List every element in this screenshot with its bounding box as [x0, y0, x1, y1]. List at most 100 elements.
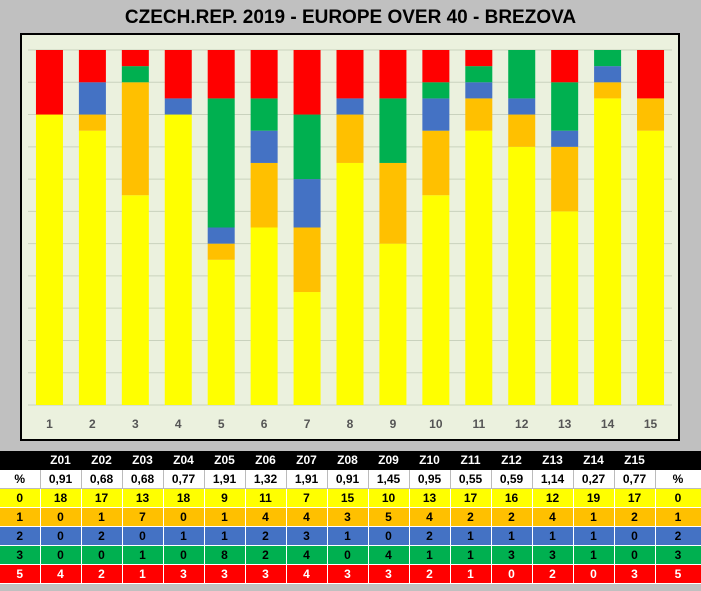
table-cell: 1	[573, 507, 615, 527]
bar-segment-level-5-col-7	[293, 50, 321, 115]
bar-segment-level-3-col-5	[207, 98, 235, 228]
table-header-cell: Z07	[286, 451, 328, 470]
table-cell: 1	[450, 545, 492, 565]
bar-segment-level-0-col-14	[594, 98, 622, 405]
bar-segment-level-1-col-14	[594, 82, 622, 99]
table-cell: 0,91	[40, 469, 82, 489]
table-cell: 3	[532, 545, 574, 565]
table-cell: 1	[204, 526, 246, 546]
table-cell: 2	[450, 507, 492, 527]
bar-segment-level-5-col-9	[379, 50, 407, 99]
x-tick-label: 11	[472, 417, 485, 431]
table-cell: 3	[286, 526, 328, 546]
table-cell: 0	[655, 488, 701, 508]
table-cell: 18	[163, 488, 205, 508]
x-tick-label: 8	[347, 417, 354, 431]
table-cell: 5	[0, 564, 41, 584]
table-cell: %	[655, 469, 701, 489]
table-cell: 0,77	[163, 469, 205, 489]
table-cell: 1	[409, 545, 451, 565]
table-cell: 15	[327, 488, 369, 508]
table-cell: 17	[81, 488, 123, 508]
table-cell: 3	[491, 545, 533, 565]
table-cell: 3	[0, 545, 41, 565]
bar-segment-level-1-col-5	[207, 243, 235, 260]
table-cell: 2	[614, 507, 656, 527]
table-cell: 0	[614, 545, 656, 565]
table-cell: 16	[491, 488, 533, 508]
table-cell: 4	[245, 507, 287, 527]
table-header-cell	[0, 451, 41, 470]
table-row: 0 18 17 13 18 9 11 7 15 10 13 17 16 12 19 17 0	[0, 488, 701, 508]
x-tick-label: 14	[601, 417, 615, 431]
table-cell: 0,27	[573, 469, 615, 489]
bar-segment-level-1-col-13	[551, 146, 579, 212]
stacked-bar-chart: 1 2 3 4 5 6 7 8 9 10 11 12 13 14 15	[28, 49, 672, 431]
table-header-cell: Z12	[491, 451, 533, 470]
bar-segment-level-5-col-10	[422, 50, 450, 83]
bar-segment-level-5-col-13	[551, 50, 579, 83]
table-cell: 0	[40, 545, 82, 565]
table-cell: 3	[327, 564, 369, 584]
table-header-cell: Z10	[409, 451, 451, 470]
table-cell: 8	[204, 545, 246, 565]
bar-segment-level-0-col-4	[164, 114, 192, 405]
table-cell: 1	[327, 526, 369, 546]
bar-segment-level-0-col-5	[207, 259, 235, 405]
bar-segment-level-0-col-15	[637, 130, 665, 405]
bar-segment-level-5-col-8	[336, 50, 364, 99]
table-cell: 2	[245, 545, 287, 565]
bar-segment-level-3-col-10	[422, 82, 450, 99]
bar-segment-level-2-col-4	[164, 98, 192, 115]
table-header-cell: Z13	[532, 451, 574, 470]
bar-segment-level-0-col-6	[250, 227, 278, 405]
table-cell: 17	[614, 488, 656, 508]
table-cell: 3	[245, 564, 287, 584]
table-cell: 1,91	[204, 469, 246, 489]
table-cell: 7	[122, 507, 164, 527]
table-cell: 4	[286, 507, 328, 527]
table-row: % 0,91 0,68 0,68 0,77 1,91 1,32 1,91 0,91 1,45 0,9…	[0, 469, 701, 489]
bar-segment-level-5-col-15	[637, 50, 665, 99]
table-cell: 3	[614, 564, 656, 584]
table-cell: 4	[286, 564, 328, 584]
bar-segment-level-2-col-10	[422, 98, 450, 131]
table-cell: 1,91	[286, 469, 328, 489]
table-cell: 0,77	[614, 469, 656, 489]
table-cell: 0	[163, 507, 205, 527]
table-cell: 1	[655, 507, 701, 527]
table-cell: 1,45	[368, 469, 410, 489]
bar-segment-level-2-col-12	[508, 98, 536, 115]
x-tick-label: 9	[390, 417, 397, 431]
table-cell: 1	[163, 526, 205, 546]
table-cell: 0	[40, 507, 82, 527]
table-cell: 13	[122, 488, 164, 508]
x-tick-label: 5	[218, 417, 225, 431]
table-cell: 3	[368, 564, 410, 584]
bar-segment-level-3-col-11	[465, 66, 493, 83]
table-cell: 0	[122, 526, 164, 546]
table-cell: 13	[409, 488, 451, 508]
table-header-cell: Z02	[81, 451, 123, 470]
bar-segment-level-0-col-8	[336, 162, 364, 405]
bar-segment-level-0-col-7	[293, 292, 321, 405]
table-header-cell: Z08	[327, 451, 369, 470]
table-cell: 2	[655, 526, 701, 546]
bar-segment-level-2-col-13	[551, 130, 579, 147]
table-cell: 1	[491, 526, 533, 546]
bar-segment-level-2-col-2	[78, 82, 106, 115]
table-cell: 1	[450, 564, 492, 584]
bar-segment-level-3-col-7	[293, 114, 321, 180]
bar-segment-level-1-col-7	[293, 227, 321, 293]
table-cell: 2	[532, 564, 574, 584]
table-cell: 0	[368, 526, 410, 546]
chart-frame: 1 2 3 4 5 6 7 8 9 10 11 12 13 14 15	[20, 33, 680, 441]
table-cell: 0	[0, 488, 41, 508]
table-cell: 7	[286, 488, 328, 508]
bar-segment-level-1-col-3	[121, 82, 149, 196]
table-cell: 4	[368, 545, 410, 565]
bar-segment-level-0-col-10	[422, 195, 450, 405]
table-header-cell: Z01	[40, 451, 82, 470]
bar-segment-level-5-col-6	[250, 50, 278, 99]
